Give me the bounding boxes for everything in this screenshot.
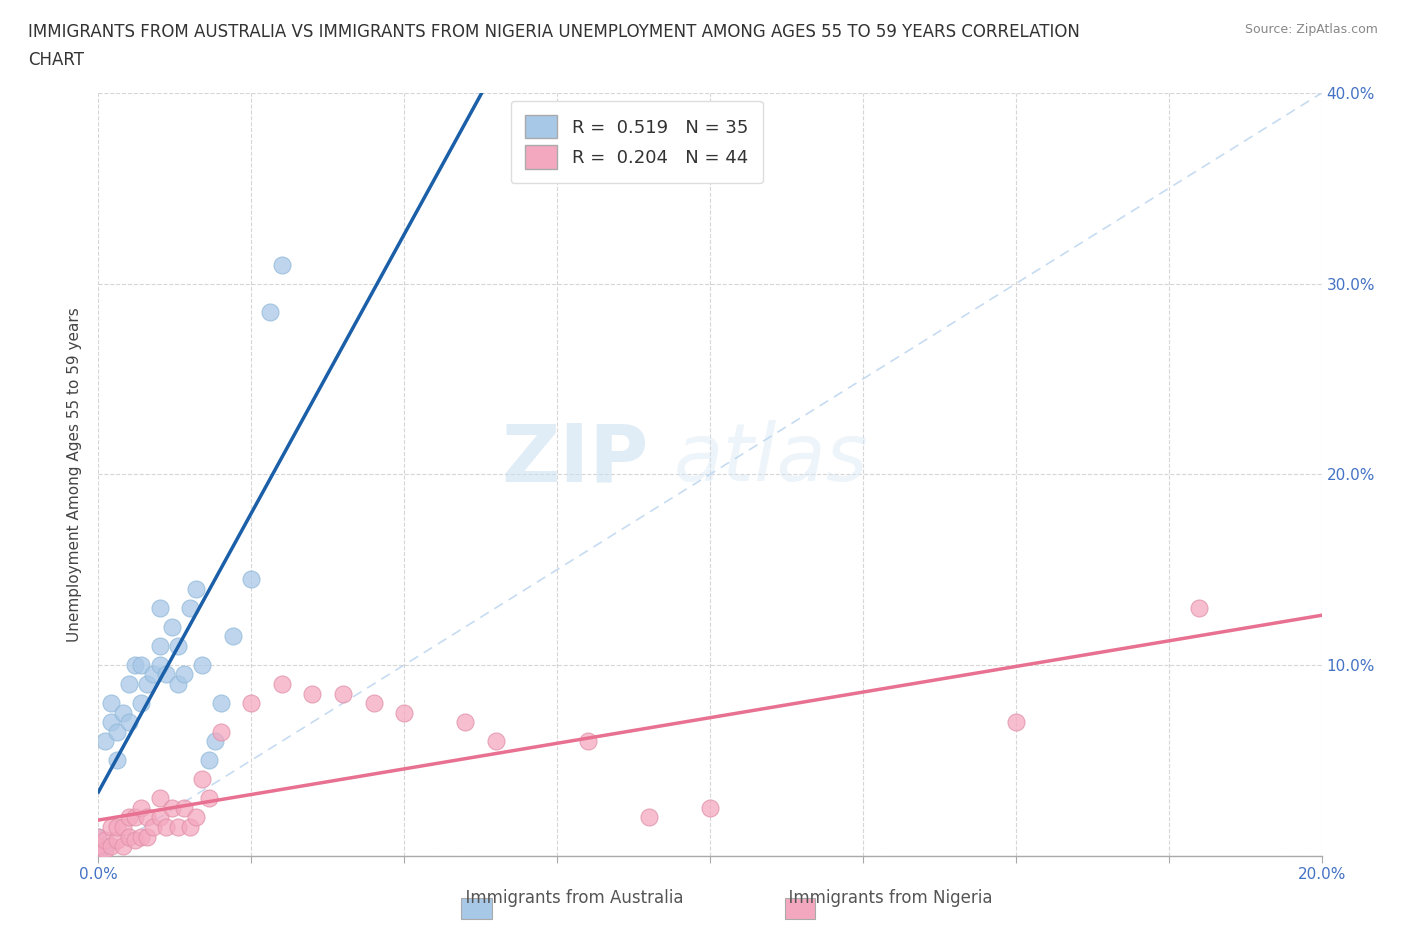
Point xyxy=(149,639,172,654)
Text: Source: ZipAtlas.com: Source: ZipAtlas.com xyxy=(1244,23,1378,36)
Point xyxy=(186,810,208,825)
Point xyxy=(167,819,190,834)
Legend: R =  0.519   N = 35, R =  0.204   N = 44: R = 0.519 N = 35, R = 0.204 N = 44 xyxy=(510,100,762,183)
Point xyxy=(209,724,232,739)
Point xyxy=(270,258,292,272)
Point xyxy=(149,658,172,672)
Point xyxy=(392,705,416,720)
Point xyxy=(173,801,195,816)
Point xyxy=(197,753,219,768)
Point xyxy=(136,677,159,692)
Point xyxy=(93,843,115,857)
Point xyxy=(100,714,122,729)
Point xyxy=(1004,714,1026,729)
Point xyxy=(87,830,110,844)
Point xyxy=(576,734,599,749)
Point xyxy=(209,696,232,711)
Point xyxy=(155,667,177,682)
Point xyxy=(105,753,128,768)
Point xyxy=(87,839,110,854)
Point xyxy=(93,734,115,749)
Point xyxy=(699,801,721,816)
Point xyxy=(222,629,245,644)
Point xyxy=(111,819,134,834)
Point xyxy=(485,734,508,749)
Point xyxy=(240,572,263,587)
Point xyxy=(191,772,214,787)
Point xyxy=(100,819,122,834)
Bar xyxy=(785,898,815,919)
Point xyxy=(129,830,152,844)
Point xyxy=(179,601,201,616)
Text: IMMIGRANTS FROM AUSTRALIA VS IMMIGRANTS FROM NIGERIA UNEMPLOYMENT AMONG AGES 55 : IMMIGRANTS FROM AUSTRALIA VS IMMIGRANTS … xyxy=(28,23,1080,41)
Point xyxy=(105,819,128,834)
Y-axis label: Unemployment Among Ages 55 to 59 years: Unemployment Among Ages 55 to 59 years xyxy=(67,307,83,642)
Point xyxy=(124,658,146,672)
Point xyxy=(197,790,219,805)
Point xyxy=(105,724,128,739)
Point xyxy=(637,810,661,825)
Text: CHART: CHART xyxy=(28,51,84,69)
Point xyxy=(301,686,323,701)
Point xyxy=(149,790,172,805)
Point xyxy=(129,696,152,711)
Point xyxy=(124,833,146,848)
Point xyxy=(124,810,146,825)
Point xyxy=(454,714,477,729)
Point xyxy=(136,810,159,825)
Point xyxy=(186,581,208,596)
Point xyxy=(173,667,195,682)
Point xyxy=(93,839,115,854)
Point xyxy=(149,601,172,616)
Point xyxy=(87,848,110,863)
Point xyxy=(111,705,134,720)
Point xyxy=(259,305,281,320)
Point xyxy=(155,819,177,834)
Point xyxy=(136,830,159,844)
Point xyxy=(179,819,201,834)
Point xyxy=(111,839,134,854)
Point xyxy=(129,658,152,672)
Text: Immigrants from Australia                    Immigrants from Nigeria: Immigrants from Australia Immigrants fro… xyxy=(413,889,993,907)
Point xyxy=(87,848,110,863)
Point xyxy=(204,734,226,749)
Point xyxy=(270,677,292,692)
Point xyxy=(118,714,141,729)
Point xyxy=(105,833,128,848)
Point xyxy=(87,830,110,844)
Point xyxy=(167,639,190,654)
Point xyxy=(167,677,190,692)
Point xyxy=(87,839,110,854)
Point xyxy=(240,696,263,711)
Point xyxy=(118,810,141,825)
Point xyxy=(332,686,354,701)
Point xyxy=(142,667,165,682)
Point xyxy=(363,696,385,711)
Point xyxy=(1188,601,1211,616)
Point xyxy=(129,801,152,816)
Point xyxy=(191,658,214,672)
Point xyxy=(160,801,183,816)
Text: atlas: atlas xyxy=(673,420,868,498)
Bar xyxy=(461,898,492,919)
Point xyxy=(100,839,122,854)
Point xyxy=(142,819,165,834)
Point xyxy=(118,677,141,692)
Point xyxy=(160,619,183,634)
Point xyxy=(100,696,122,711)
Point xyxy=(149,810,172,825)
Text: ZIP: ZIP xyxy=(502,420,648,498)
Point xyxy=(93,833,115,848)
Point xyxy=(118,830,141,844)
